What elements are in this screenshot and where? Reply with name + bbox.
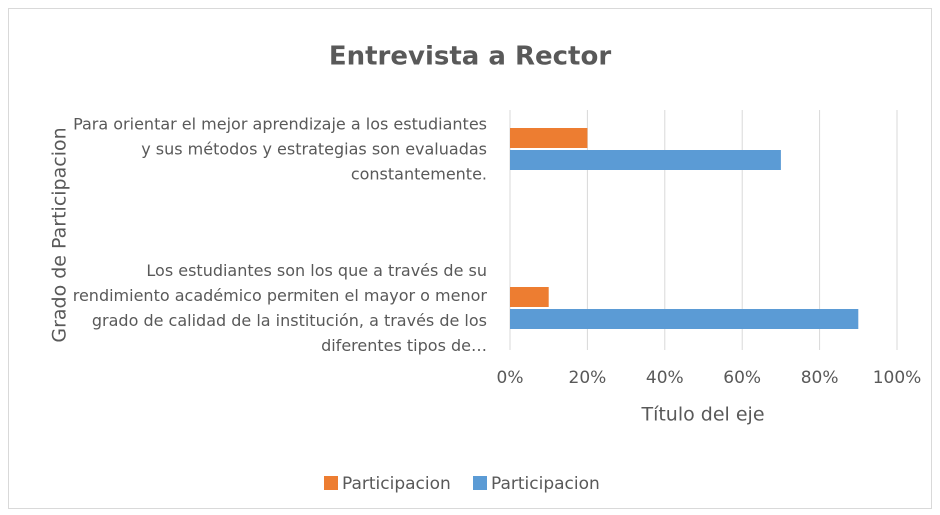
bar [510,128,588,148]
chart-title: Entrevista a Rector [329,42,611,72]
x-tick-label: 100% [873,368,922,388]
y-tick-label: Para orientar el mejor aprendizaje a los… [73,114,487,184]
x-tick-label: 60% [723,368,761,388]
legend-swatch [324,476,338,490]
bar [510,309,859,329]
x-tick-label: 20% [569,368,607,388]
bar [510,287,549,307]
legend-swatch [473,476,487,490]
x-tick-label: 0% [497,368,524,388]
x-tick-label: 40% [646,368,684,388]
bar [510,150,781,170]
x-tick-label: 80% [801,368,839,388]
chart-border [8,8,932,509]
x-axis-title: Título del eje [640,404,764,426]
y-tick-label: Los estudiantes son los que a través de … [72,261,487,355]
legend-label: Participacion [491,474,600,494]
y-axis-title: Grado de Participacion [49,127,71,342]
legend-label: Participacion [342,474,451,494]
